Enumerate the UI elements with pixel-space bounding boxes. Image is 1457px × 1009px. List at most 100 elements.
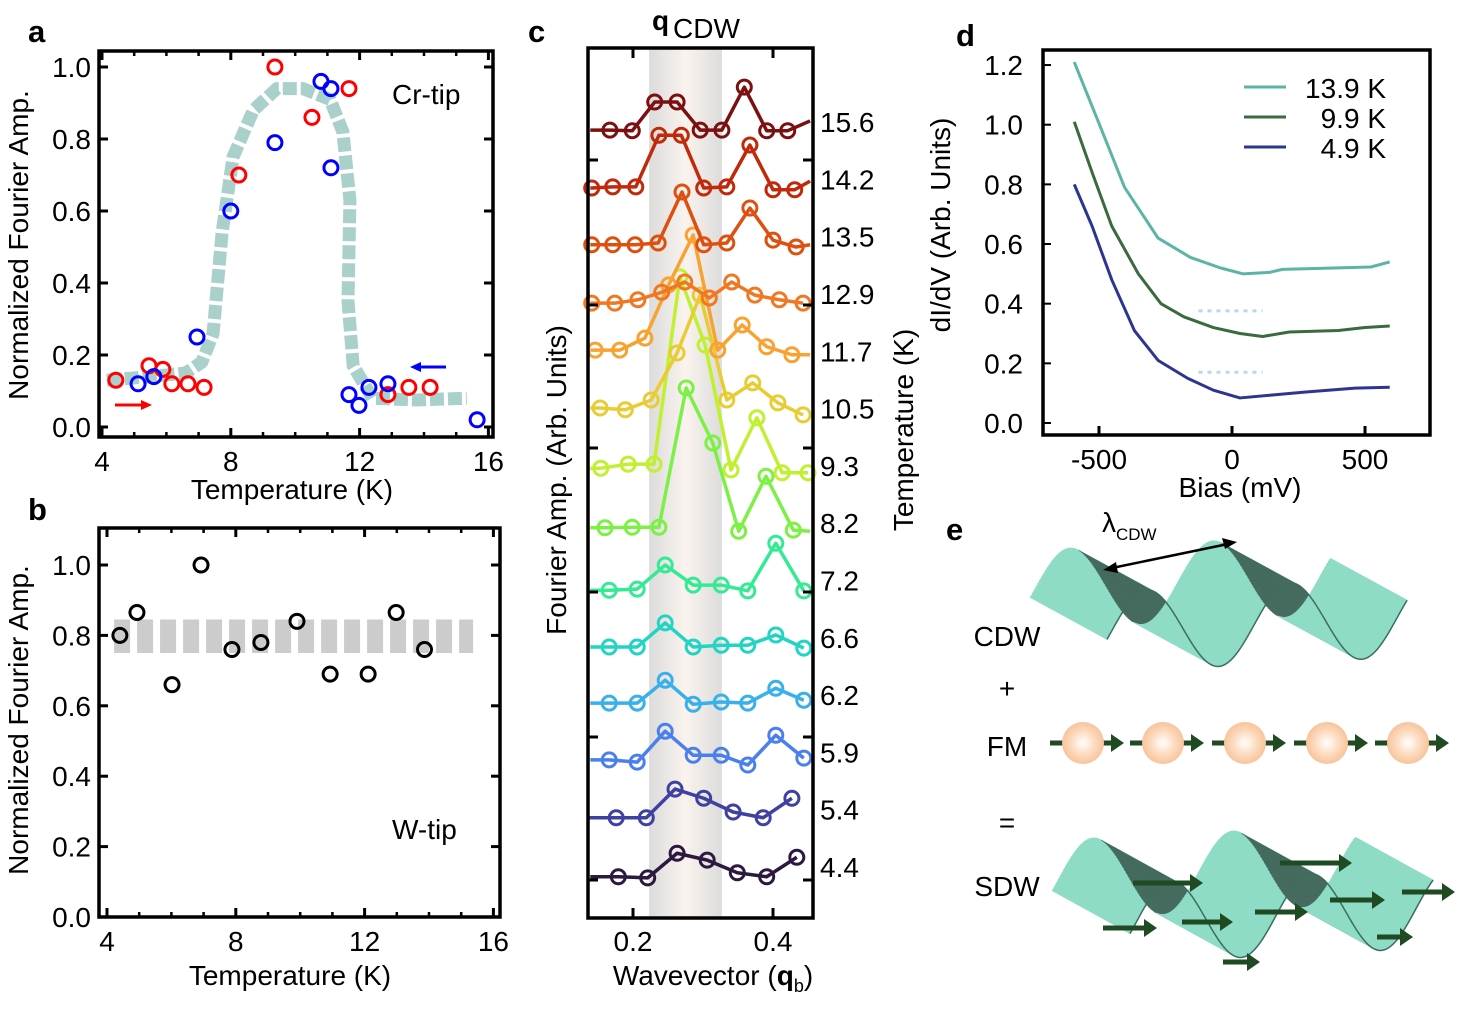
data-point <box>794 406 812 424</box>
data-point <box>266 134 284 152</box>
data-point <box>709 341 727 359</box>
y-axis-title: dI/dV (Arb. Units) <box>925 118 956 333</box>
x-tick-label: 12 <box>349 926 380 957</box>
data-point <box>656 722 674 740</box>
y-tick-label: 0.8 <box>52 620 91 651</box>
data-point <box>656 614 674 632</box>
data-point <box>627 178 645 196</box>
data-point <box>769 394 787 412</box>
data-point <box>673 183 691 201</box>
data-point <box>767 534 785 552</box>
data-point <box>387 604 405 622</box>
temperature-label: 6.6 <box>820 623 859 654</box>
data-point <box>786 181 804 199</box>
data-point <box>735 78 753 96</box>
sdw-spin-arrow-icon <box>1330 891 1385 909</box>
ribbon-facet <box>1327 557 1409 604</box>
y-tick-label: 0.6 <box>984 229 1023 260</box>
data-point <box>668 344 686 362</box>
temperature-label: 14.2 <box>820 164 875 195</box>
arrow-head <box>1111 734 1124 752</box>
data-point <box>739 756 757 774</box>
panel-label-a: a <box>28 14 46 49</box>
y-axis-title: Normalized Fourier Amp. <box>3 565 34 875</box>
data-point <box>604 178 622 196</box>
data-point <box>252 633 270 651</box>
data-point <box>340 80 358 98</box>
data-point <box>628 694 646 712</box>
sdw-spin-arrow-icon <box>1182 913 1233 931</box>
x-tick-label: 500 <box>1342 444 1389 475</box>
trace-8.2K <box>590 379 811 540</box>
data-point <box>758 338 776 356</box>
x-tick-label: 0 <box>1224 444 1240 475</box>
trace-line <box>590 621 805 650</box>
data-point <box>718 178 736 196</box>
y-tick-label: 0.0 <box>984 408 1023 439</box>
data-point <box>649 234 667 252</box>
data-point <box>691 121 709 139</box>
y-tick-label: 0.0 <box>52 412 91 443</box>
data-point <box>795 691 813 709</box>
data-point <box>799 464 817 482</box>
arrow-head <box>1295 903 1308 921</box>
data-point <box>111 626 129 644</box>
data-point <box>695 179 713 197</box>
warming-arrow-icon <box>115 400 152 410</box>
sdw-label: SDW <box>974 871 1040 902</box>
x-axis-title-prefix: Wavevector ( <box>613 960 778 991</box>
data-point <box>764 181 782 199</box>
panel-label-d: d <box>956 18 975 53</box>
trace-4.4K <box>590 844 806 887</box>
panel-a-chart: 4 8 12 16 0.0 0.2 0.4 0.6 0.8 1.0 Cr-tip Temperatur… <box>3 49 504 505</box>
data-point <box>322 159 340 177</box>
y-tick-label: 0.2 <box>984 348 1023 379</box>
trace-7.2K <box>590 534 813 600</box>
y-tick-label: 0.6 <box>52 691 91 722</box>
trace-6.2K <box>590 671 813 713</box>
x-tick-label: 0.4 <box>754 926 793 957</box>
atom-sphere <box>1224 722 1266 764</box>
qcdw-label: q <box>652 5 669 36</box>
arrow-head <box>1400 928 1413 946</box>
arrow-head <box>1355 734 1368 752</box>
qcdw-highlight-band <box>649 48 722 918</box>
trace-line <box>590 851 798 880</box>
data-point <box>754 809 772 827</box>
y-tick-label: 0.8 <box>984 169 1023 200</box>
temperature-label: 6.2 <box>820 680 859 711</box>
fm-label: FM <box>987 731 1027 762</box>
data-point <box>379 375 397 393</box>
data-point <box>741 136 759 154</box>
data-point <box>713 121 731 139</box>
trace-line <box>589 190 811 249</box>
tip-label: W-tip <box>392 814 457 845</box>
data-point <box>730 522 748 540</box>
y-tick-label: 1.0 <box>52 550 91 581</box>
data-point <box>712 693 730 711</box>
data-point <box>739 582 757 600</box>
lambda-cdw-label: λCDW <box>1102 507 1157 544</box>
data-point <box>733 316 751 334</box>
data-point <box>163 375 181 393</box>
data-point <box>695 789 713 807</box>
data-point <box>767 679 785 697</box>
data-point <box>628 638 646 656</box>
ribbon-facet <box>1352 836 1435 884</box>
data-point <box>611 341 629 359</box>
x-tick-label: -500 <box>1071 444 1127 475</box>
data-point <box>712 636 730 654</box>
data-point <box>795 749 813 767</box>
trace-5.4K <box>588 780 801 827</box>
x-axis-title: Temperature (K) <box>189 960 391 991</box>
data-point <box>626 236 644 254</box>
data-point <box>653 283 671 301</box>
trace-line <box>588 787 793 820</box>
data-point <box>744 374 762 392</box>
y-tick-label: 1.0 <box>984 110 1023 141</box>
data-point <box>723 273 741 291</box>
data-point <box>746 286 764 304</box>
data-point <box>107 371 125 389</box>
trace-6.6K <box>590 614 813 657</box>
